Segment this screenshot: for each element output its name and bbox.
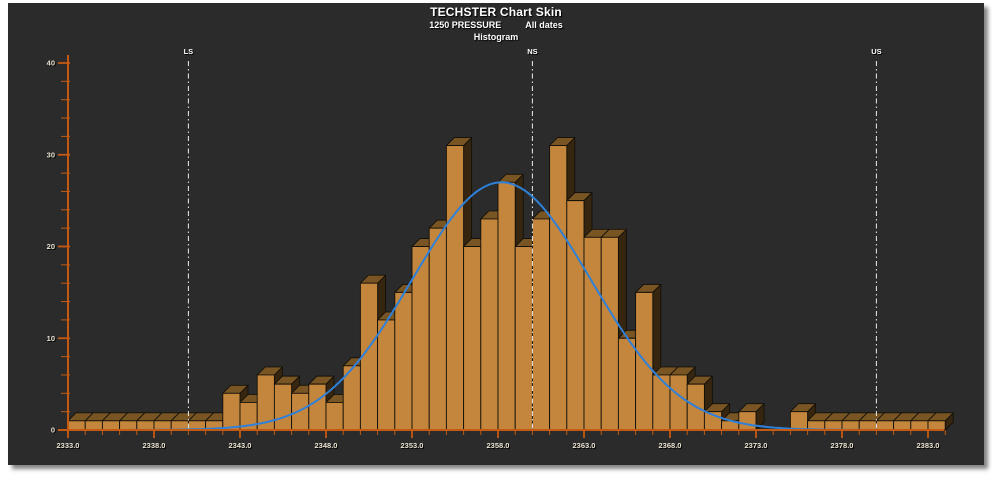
axes-group: 2333.0 2338.0 2343.0 2348.0 2353.0 2358.0 2363… (47, 55, 946, 450)
x-tick-label: 2383.0 (917, 441, 940, 450)
bar-front-face (858, 420, 877, 431)
bar-front-face (445, 145, 465, 431)
bar-front-face (428, 227, 447, 431)
bar-front-face (910, 420, 929, 431)
bar-front-face (789, 411, 809, 431)
y-tick-label: 40 (47, 59, 55, 68)
bar-front-face (841, 420, 860, 431)
bar (738, 403, 765, 431)
x-tick-label: 2378.0 (831, 441, 854, 450)
bar-front-face (549, 145, 568, 431)
x-tick-label: 2348.0 (315, 441, 338, 450)
x-tick-label: 2338.0 (143, 441, 166, 450)
bar-front-face (136, 420, 155, 431)
reference-lines-group: LS NS US (184, 47, 882, 430)
bar-front-face (153, 420, 172, 431)
bar-front-face (824, 420, 843, 431)
bar-front-face (531, 218, 551, 431)
bar-front-face (119, 420, 138, 431)
bar-front-face (101, 420, 121, 431)
x-tick-label: 2343.0 (229, 441, 252, 450)
reference-line-ls: LS (184, 47, 194, 430)
bar-front-face (325, 402, 344, 431)
x-tick-label: 2373.0 (745, 441, 768, 450)
bar-front-face (273, 383, 293, 431)
x-tick-label: 2358.0 (487, 441, 510, 450)
bar-front-face (84, 420, 103, 431)
bar-front-face (600, 236, 619, 431)
bar (927, 412, 954, 431)
reference-line-ns: NS (527, 47, 538, 430)
bar-front-face (652, 374, 671, 431)
bar-front-face (583, 236, 602, 431)
bar-front-face (738, 411, 757, 431)
reference-line-label: US (871, 47, 881, 56)
bar-front-face (566, 200, 585, 431)
y-tick-label: 20 (47, 242, 55, 251)
bar-front-face (308, 383, 327, 431)
bar-front-face (927, 420, 946, 431)
x-tick-label: 2363.0 (573, 441, 596, 450)
bar-front-face (875, 420, 895, 431)
bar-front-face (480, 218, 499, 431)
chart-panel: TECHSTER Chart Skin 1250 PRESSURE All dat… (8, 3, 984, 465)
bar-front-face (497, 181, 516, 431)
bar-front-face (394, 291, 413, 431)
bar-front-face (377, 319, 396, 431)
y-tick-label: 30 (47, 150, 55, 159)
y-tick-label: 10 (47, 334, 55, 343)
reference-line-label: NS (527, 47, 537, 56)
bar-front-face (893, 420, 912, 431)
bar-front-face (222, 392, 241, 431)
y-tick-label: 0 (51, 426, 55, 435)
bar-front-face (67, 420, 86, 431)
reference-line-label: LS (184, 47, 194, 56)
bars-group (67, 137, 954, 431)
normal-fit-curve (115, 181, 892, 431)
bar-front-face (291, 392, 310, 431)
x-tick-label: 2368.0 (659, 441, 682, 450)
bar-front-face (514, 246, 533, 431)
histogram-chart: LS NS US 2333.0 2338.0 2343.0 2348.0 2353.0 2358… (47, 47, 954, 450)
reference-line-us: US (871, 47, 882, 430)
x-tick-label: 2333.0 (57, 441, 80, 450)
bar-front-face (463, 246, 482, 431)
x-tick-label: 2353.0 (401, 441, 424, 450)
bar-front-face (669, 374, 688, 431)
bar-front-face (617, 337, 637, 431)
